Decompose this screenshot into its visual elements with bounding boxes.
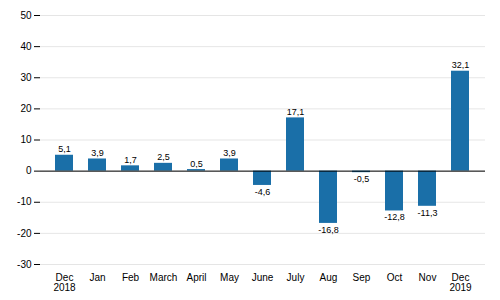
svg-text:50: 50 — [20, 10, 32, 21]
svg-text:40: 40 — [20, 41, 32, 52]
svg-text:-12,8: -12,8 — [384, 212, 405, 222]
svg-text:Aug: Aug — [320, 272, 338, 283]
svg-text:-4,6: -4,6 — [255, 187, 271, 197]
svg-text:10: 10 — [20, 134, 32, 145]
svg-text:-30: -30 — [17, 259, 32, 270]
svg-text:32,1: 32,1 — [452, 60, 470, 70]
svg-text:0,5: 0,5 — [190, 159, 203, 169]
svg-text:1,7: 1,7 — [124, 155, 137, 165]
svg-text:Jan: Jan — [89, 272, 105, 283]
svg-text:June: June — [252, 272, 274, 283]
svg-text:Dec2019: Dec2019 — [449, 272, 472, 293]
svg-text:17,1: 17,1 — [287, 107, 305, 117]
svg-text:-10: -10 — [17, 196, 32, 207]
svg-text:-16,8: -16,8 — [318, 225, 339, 235]
svg-text:Sep: Sep — [353, 272, 371, 283]
svg-text:20: 20 — [20, 103, 32, 114]
svg-text:3,9: 3,9 — [223, 148, 236, 158]
svg-text:0: 0 — [26, 165, 32, 176]
svg-text:-20: -20 — [17, 228, 32, 239]
svg-text:April: April — [186, 272, 206, 283]
svg-text:-11,3: -11,3 — [418, 208, 438, 218]
svg-text:May: May — [220, 272, 239, 283]
svg-text:-0,5: -0,5 — [354, 174, 370, 184]
svg-text:Oct: Oct — [387, 272, 403, 283]
svg-text:Feb: Feb — [122, 272, 140, 283]
svg-text:3,9: 3,9 — [91, 148, 104, 158]
svg-text:July: July — [287, 272, 305, 283]
svg-text:March: March — [150, 272, 178, 283]
svg-text:30: 30 — [20, 72, 32, 83]
svg-text:Dec2018: Dec2018 — [53, 272, 76, 293]
svg-text:5,1: 5,1 — [58, 144, 71, 154]
svg-text:Nov: Nov — [419, 272, 437, 283]
svg-text:2,5: 2,5 — [157, 152, 170, 162]
